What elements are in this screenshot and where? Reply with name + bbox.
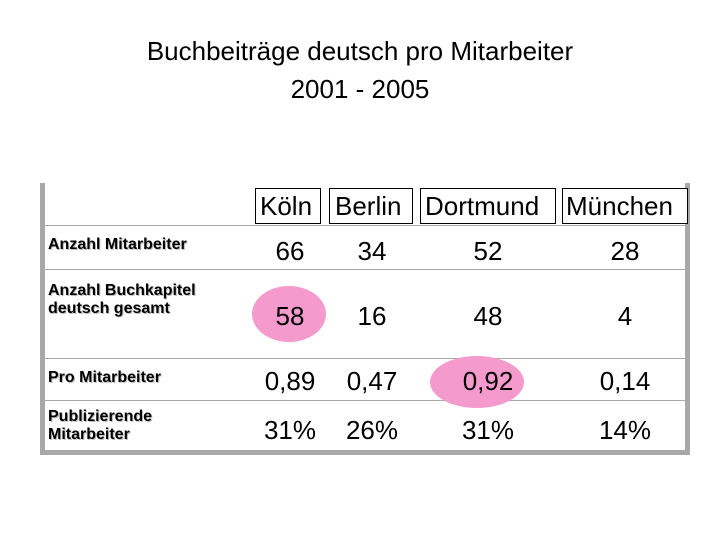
column-header-box bbox=[562, 188, 688, 224]
column-header-koeln: Köln bbox=[260, 191, 313, 221]
table-row-band bbox=[45, 401, 685, 450]
table-cell: 26% bbox=[345, 415, 399, 445]
slide-title: Buchbeiträge deutsch pro Mitarbeiter 200… bbox=[0, 32, 720, 108]
row-label-line: Anzahl Buchkapitel bbox=[48, 282, 196, 299]
table-cell: 58 bbox=[275, 301, 305, 331]
table-cell: 16 bbox=[357, 301, 387, 331]
table-row-band bbox=[45, 359, 685, 400]
highlight-dortmund-per-employee bbox=[430, 356, 524, 408]
column-header-box bbox=[420, 188, 556, 224]
table-cell: 28 bbox=[610, 236, 640, 266]
row-label-line: Mitarbeiter bbox=[48, 426, 130, 443]
table-cell: 0,47 bbox=[346, 366, 398, 396]
row-label-chapters: Anzahl Buchkapitel deutsch gesamt bbox=[48, 282, 196, 318]
table-cell: 48 bbox=[473, 301, 503, 331]
column-header-berlin: Berlin bbox=[335, 191, 402, 221]
row-label-line: deutsch gesamt bbox=[48, 300, 170, 317]
column-header-muenchen: München bbox=[566, 191, 673, 221]
table-cell: 14% bbox=[598, 415, 652, 445]
table-cell: 31% bbox=[263, 415, 317, 445]
row-label-line: Publizierende bbox=[48, 408, 153, 425]
highlight-koeln-chapters bbox=[252, 286, 326, 342]
table-cell: 66 bbox=[275, 236, 305, 266]
table-row-band bbox=[45, 226, 685, 269]
table-cell: 4 bbox=[617, 301, 633, 331]
table-cell: 0,14 bbox=[599, 366, 651, 396]
row-label-per-employee: Pro Mitarbeiter bbox=[48, 369, 161, 386]
table-cell: 31% bbox=[461, 415, 515, 445]
column-header-box bbox=[255, 188, 321, 224]
row-label-employees: Anzahl Mitarbeiter bbox=[48, 236, 187, 253]
title-line-1: Buchbeiträge deutsch pro Mitarbeiter bbox=[146, 36, 574, 66]
table-row-band bbox=[45, 270, 685, 358]
table-cell: 34 bbox=[357, 236, 387, 266]
row-label-publishing: Publizierende Mitarbeiter bbox=[48, 408, 152, 444]
column-header-dortmund: Dortmund bbox=[425, 191, 540, 221]
table-cell: 52 bbox=[473, 236, 503, 266]
table-cell: 0,89 bbox=[264, 366, 316, 396]
column-header-box bbox=[329, 188, 413, 224]
title-line-2: 2001 - 2005 bbox=[290, 74, 430, 104]
table-cell: 0,92 bbox=[462, 366, 514, 396]
